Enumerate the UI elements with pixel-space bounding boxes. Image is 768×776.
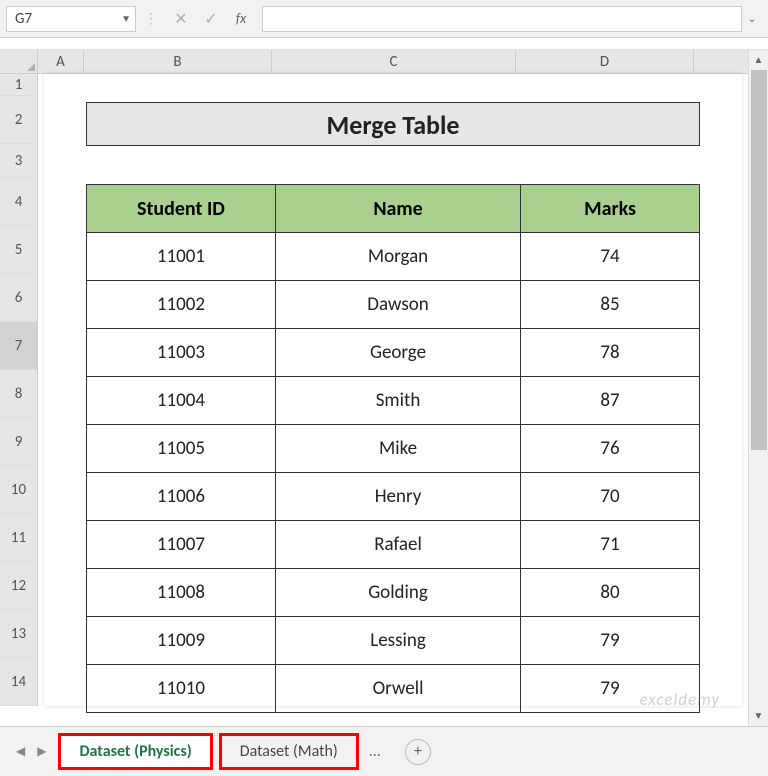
enter-icon[interactable]: ✓ <box>196 9 226 29</box>
new-sheet-button[interactable]: + <box>405 739 431 765</box>
table-cell[interactable]: 87 <box>521 377 700 425</box>
formula-bar: G7 ▼ ⋮ ✕ ✓ fx ⌄ <box>0 0 768 38</box>
tab-nav-left-icon[interactable]: ◀ <box>10 744 31 759</box>
formula-input[interactable] <box>262 6 742 32</box>
name-box-value: G7 <box>15 10 32 28</box>
table-row[interactable]: 11001Morgan74 <box>87 233 700 281</box>
th-student-id[interactable]: Student ID <box>87 185 276 233</box>
col-header-c[interactable]: C <box>272 50 516 73</box>
grid-wrap: A B C D 1 2 3 4 5 6 7 8 9 10 11 12 13 14 <box>0 50 768 726</box>
col-header-d[interactable]: D <box>516 50 694 73</box>
row-header[interactable]: 1 <box>0 74 38 96</box>
column-headers: A B C D <box>0 50 748 74</box>
tab-nav-right-icon[interactable]: ▶ <box>31 744 52 759</box>
scroll-down-icon[interactable]: ▼ <box>749 706 768 726</box>
table-cell[interactable]: 85 <box>521 281 700 329</box>
table-cell[interactable]: George <box>275 329 520 377</box>
chevron-down-icon[interactable]: ▼ <box>121 12 131 25</box>
table-cell[interactable]: Rafael <box>275 521 520 569</box>
table-cell[interactable]: 76 <box>521 425 700 473</box>
table-cell[interactable]: Golding <box>275 569 520 617</box>
table-cell[interactable]: 11009 <box>87 617 276 665</box>
table-cell[interactable]: 11002 <box>87 281 276 329</box>
row-headers: 1 2 3 4 5 6 7 8 9 10 11 12 13 14 <box>0 74 38 706</box>
expand-icon[interactable]: ⌄ <box>742 12 762 25</box>
table-cell[interactable]: 71 <box>521 521 700 569</box>
row-header[interactable]: 6 <box>0 274 38 322</box>
table-cell[interactable]: 11007 <box>87 521 276 569</box>
table-cell[interactable]: Lessing <box>275 617 520 665</box>
name-box[interactable]: G7 ▼ <box>6 6 136 32</box>
page-paper: Merge Table Student ID Name Marks 11001M… <box>44 74 742 706</box>
table-cell[interactable]: Henry <box>275 473 520 521</box>
table-row[interactable]: 11006Henry70 <box>87 473 700 521</box>
table-row[interactable]: 11007Rafael71 <box>87 521 700 569</box>
row-header[interactable]: 9 <box>0 418 38 466</box>
cells-view[interactable]: Merge Table Student ID Name Marks 11001M… <box>38 74 748 706</box>
rows-area: 1 2 3 4 5 6 7 8 9 10 11 12 13 14 Merge T… <box>0 74 748 706</box>
row-header[interactable]: 14 <box>0 658 38 706</box>
select-all-corner[interactable] <box>0 50 38 73</box>
table-cell[interactable]: Orwell <box>275 665 520 713</box>
table-cell[interactable]: Smith <box>275 377 520 425</box>
table-cell[interactable]: 11001 <box>87 233 276 281</box>
scroll-thumb[interactable] <box>751 70 767 450</box>
table-cell[interactable]: 78 <box>521 329 700 377</box>
cancel-icon[interactable]: ✕ <box>166 9 196 29</box>
merge-title: Merge Table <box>86 102 700 146</box>
row-header[interactable]: 11 <box>0 514 38 562</box>
tab-ellipsis[interactable]: ... <box>359 736 391 767</box>
main-grid: A B C D 1 2 3 4 5 6 7 8 9 10 11 12 13 14 <box>0 50 748 726</box>
table-row[interactable]: 11010Orwell79 <box>87 665 700 713</box>
row-header[interactable]: 2 <box>0 96 38 144</box>
fx-icon[interactable]: fx <box>226 10 256 27</box>
table-row[interactable]: 11004Smith87 <box>87 377 700 425</box>
table-cell[interactable]: 11006 <box>87 473 276 521</box>
table-cell[interactable]: 74 <box>521 233 700 281</box>
row-header[interactable]: 13 <box>0 610 38 658</box>
row-header[interactable]: 5 <box>0 226 38 274</box>
col-header-a[interactable]: A <box>38 50 84 73</box>
tab-dataset-math[interactable]: Dataset (Math) <box>219 733 359 770</box>
scroll-up-icon[interactable]: ▲ <box>749 50 768 70</box>
row-header-selected[interactable]: 7 <box>0 322 38 370</box>
th-name[interactable]: Name <box>275 185 520 233</box>
table-cell[interactable]: 11005 <box>87 425 276 473</box>
table-cell[interactable]: Morgan <box>275 233 520 281</box>
table-cell[interactable]: 11003 <box>87 329 276 377</box>
row-header[interactable]: 4 <box>0 178 38 226</box>
table-cell[interactable]: 11010 <box>87 665 276 713</box>
table-cell[interactable]: Dawson <box>275 281 520 329</box>
row-header[interactable]: 12 <box>0 562 38 610</box>
table-row[interactable]: 11002Dawson85 <box>87 281 700 329</box>
table-cell[interactable]: 11004 <box>87 377 276 425</box>
watermark: exceldemy <box>640 689 720 710</box>
row-header[interactable]: 3 <box>0 144 38 178</box>
data-table: Student ID Name Marks 11001Morgan7411002… <box>86 184 700 713</box>
row-header[interactable]: 8 <box>0 370 38 418</box>
table-cell[interactable]: 79 <box>521 617 700 665</box>
row-header[interactable]: 10 <box>0 466 38 514</box>
tab-dataset-physics[interactable]: Dataset (Physics) <box>58 733 212 770</box>
table-cell[interactable]: 80 <box>521 569 700 617</box>
vertical-scrollbar[interactable]: ▲ ▼ <box>748 50 768 726</box>
col-header-b[interactable]: B <box>84 50 272 73</box>
table-cell[interactable]: 11008 <box>87 569 276 617</box>
th-marks[interactable]: Marks <box>521 185 700 233</box>
sheet-tab-strip: ◀ ▶ Dataset (Physics) Dataset (Math) ...… <box>0 726 768 776</box>
table-row[interactable]: 11003George78 <box>87 329 700 377</box>
table-row[interactable]: 11009Lessing79 <box>87 617 700 665</box>
spacer <box>0 38 768 50</box>
table-row[interactable]: 11005Mike76 <box>87 425 700 473</box>
separator: ⋮ <box>136 10 166 27</box>
table-cell[interactable]: Mike <box>275 425 520 473</box>
table-cell[interactable]: 70 <box>521 473 700 521</box>
table-row[interactable]: 11008Golding80 <box>87 569 700 617</box>
